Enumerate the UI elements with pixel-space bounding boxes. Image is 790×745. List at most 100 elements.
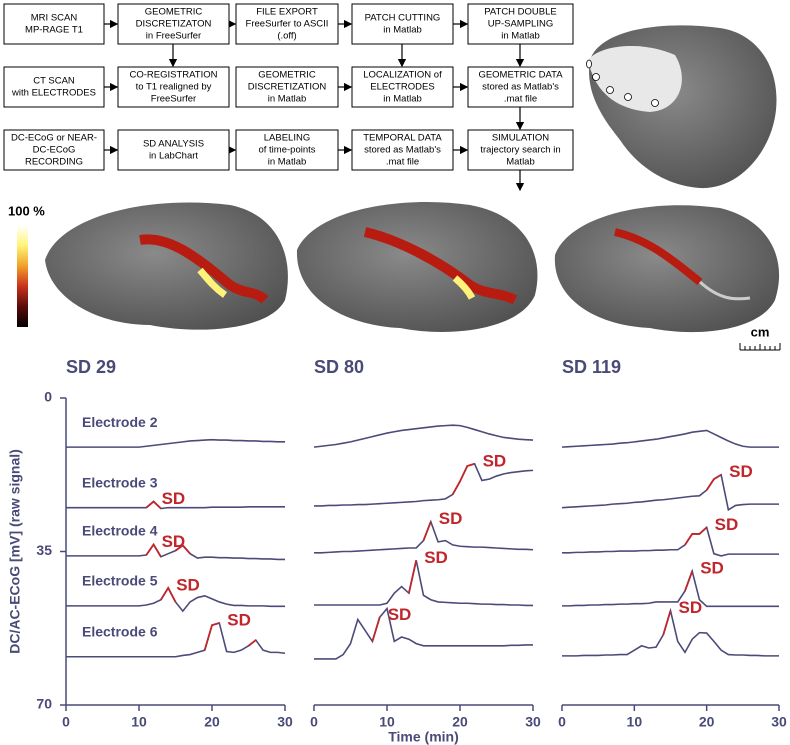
flow-text: DISCRETIZATION bbox=[248, 82, 327, 93]
flow-text: in FreeSurfer bbox=[146, 31, 201, 42]
electrode-label: Electrode 5 bbox=[82, 573, 158, 589]
flow-text: RECORDING bbox=[25, 157, 83, 168]
trace bbox=[314, 606, 533, 660]
flow-text: in Matlab bbox=[501, 31, 540, 42]
sd-label: SD bbox=[700, 559, 724, 578]
sd-segment bbox=[422, 521, 432, 541]
flow-box bbox=[117, 66, 230, 108]
flow-box bbox=[3, 129, 105, 171]
x-tick-label: 30 bbox=[771, 714, 787, 730]
sd-label: SD bbox=[176, 575, 200, 594]
flow-text: CO-REGISTRATION bbox=[130, 70, 218, 81]
brain-maps: cm 100 % bbox=[8, 202, 781, 351]
flow-text: (.off) bbox=[277, 31, 296, 42]
flow-box bbox=[467, 3, 574, 45]
sd-label: SD bbox=[162, 532, 186, 551]
x-tick-label: 30 bbox=[525, 714, 541, 730]
flow-text: trajectory search in bbox=[480, 145, 560, 156]
flow-box bbox=[3, 3, 105, 45]
x-tick-label: 0 bbox=[558, 714, 566, 730]
flow-text: ELECTRODES bbox=[370, 82, 434, 93]
flow-box bbox=[351, 66, 454, 108]
sd-segment bbox=[145, 542, 162, 558]
flow-text: DISCRETIZATON bbox=[136, 19, 212, 30]
flow-text: CT SCAN bbox=[33, 76, 75, 87]
scale-bar bbox=[739, 343, 781, 351]
colorbar bbox=[17, 225, 28, 327]
trace bbox=[313, 424, 534, 448]
x-tick-label: 0 bbox=[310, 714, 318, 730]
sd-segment bbox=[247, 639, 257, 647]
x-tick-label: 20 bbox=[452, 714, 468, 730]
y-tick-label: 35 bbox=[36, 542, 52, 558]
flow-text: GEOMETRIC DATA bbox=[478, 70, 563, 81]
flow-text: SIMULATION bbox=[492, 133, 549, 144]
flow-text: LOCALIZATION of bbox=[363, 70, 442, 81]
flow-text: of time-points bbox=[258, 145, 315, 156]
flow-box bbox=[235, 129, 339, 171]
flow-text: DC-ECoG bbox=[33, 145, 76, 156]
trace bbox=[314, 560, 533, 607]
trace bbox=[562, 568, 779, 608]
electrode-label: Electrode 2 bbox=[82, 414, 158, 430]
sd-segment bbox=[408, 560, 418, 594]
flow-text: to T1 realigned by bbox=[136, 82, 212, 93]
flow-text: UP-SAMPLING bbox=[488, 19, 553, 30]
flow-text: in Matlab bbox=[268, 94, 307, 105]
electrode-label: Electrode 4 bbox=[82, 523, 158, 539]
panel-title: SD 119 bbox=[562, 357, 621, 377]
sd-segment bbox=[662, 610, 672, 636]
sd-label: SD bbox=[424, 548, 448, 567]
flow-text: in Matlab bbox=[268, 157, 307, 168]
sd-label: SD bbox=[162, 489, 186, 508]
flow-text: TEMPORAL DATA bbox=[363, 133, 442, 144]
flow-box bbox=[235, 3, 339, 45]
colorbar-label: 100 % bbox=[8, 203, 45, 218]
x-axis-label: Time (min) bbox=[388, 729, 459, 745]
flow-text: in Matlab bbox=[383, 25, 422, 36]
sd-segment bbox=[684, 570, 694, 592]
x-tick-label: 0 bbox=[62, 714, 70, 730]
y-tick-label: 70 bbox=[36, 696, 52, 712]
y-tick-label: 0 bbox=[44, 389, 52, 405]
sd-label: SD bbox=[439, 509, 463, 528]
trace bbox=[562, 607, 779, 657]
sd-segment bbox=[684, 526, 708, 546]
sd-segment bbox=[371, 617, 381, 642]
trace bbox=[561, 429, 779, 448]
x-tick-label: 10 bbox=[627, 714, 643, 730]
flow-text: MRI SCAN bbox=[31, 13, 78, 24]
x-tick-label: 10 bbox=[379, 714, 395, 730]
sd-label: SD bbox=[483, 451, 507, 470]
sd-label: SD bbox=[679, 598, 703, 617]
flow-text: PATCH CUTTING bbox=[365, 13, 441, 24]
panel-title: SD 80 bbox=[314, 357, 364, 377]
flow-text: LABELING bbox=[264, 133, 310, 144]
panel-title: SD 29 bbox=[66, 357, 116, 377]
flow-box bbox=[235, 66, 339, 108]
flow-text: FILE EXPORT bbox=[256, 7, 318, 18]
flow-box bbox=[351, 129, 454, 171]
sd-label: SD bbox=[388, 605, 412, 624]
flow-text: .mat file bbox=[504, 94, 537, 105]
x-tick-label: 20 bbox=[204, 714, 220, 730]
flow-text: MP-RAGE T1 bbox=[25, 25, 83, 36]
flow-text: Matlab bbox=[506, 157, 535, 168]
flow-box bbox=[117, 129, 230, 171]
y-axis-label: DC/AC-ECoG [mV] (raw signal) bbox=[7, 449, 23, 654]
sd-segment bbox=[705, 473, 722, 491]
flow-box bbox=[467, 66, 574, 108]
sd-segment bbox=[145, 500, 162, 510]
trace bbox=[66, 500, 285, 510]
trace bbox=[66, 438, 285, 448]
trace bbox=[562, 525, 779, 557]
flow-box bbox=[351, 3, 454, 45]
flow-text: DC-ECoG or NEAR- bbox=[11, 133, 97, 144]
flow-box bbox=[117, 3, 230, 45]
x-tick-label: 30 bbox=[277, 714, 293, 730]
sd-segment bbox=[174, 544, 191, 555]
brain-top bbox=[586, 25, 777, 189]
sd-segment bbox=[160, 586, 177, 603]
